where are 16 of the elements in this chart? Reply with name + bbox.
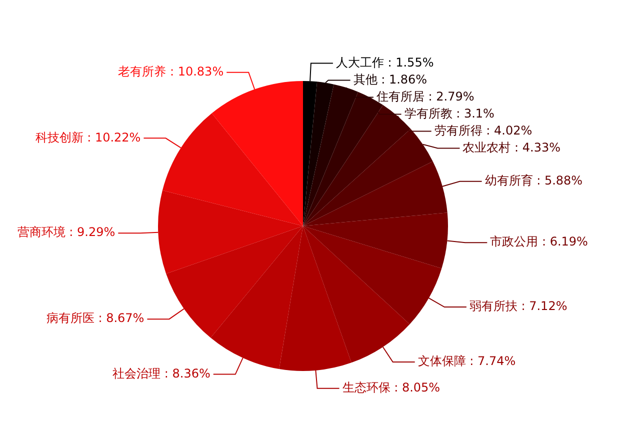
slice-label: 营商环境 : 9.29% <box>17 225 116 240</box>
slice-label: 社会治理 : 8.36% <box>112 366 210 380</box>
slice-label: 农业农村 : 4.33% <box>462 140 561 154</box>
slice-label: 其他 : 1.86% <box>353 72 428 86</box>
slice-label: 生态环保 : 8.05% <box>342 380 440 394</box>
slice-label: 劳有所得 : 4.02% <box>434 123 532 138</box>
slice-label: 市政公用 : 6.19% <box>490 234 588 249</box>
slice-label: 人大工作 : 1.55% <box>336 55 434 70</box>
slice-label: 幼有所育 : 5.88% <box>484 174 583 188</box>
slice-label: 文体保障 : 7.74% <box>418 354 516 368</box>
slice-label: 病有所医 : 8.67% <box>46 311 144 326</box>
slice-label: 学有所教 : 3.1% <box>404 106 494 120</box>
slice-label: 住有所居 : 2.79% <box>375 89 474 104</box>
slice-label: 弱有所扶 : 7.12% <box>469 299 568 314</box>
slice-label: 科技创新 : 10.22% <box>35 130 141 144</box>
slice-label: 老有所养 : 10.83% <box>118 64 224 78</box>
